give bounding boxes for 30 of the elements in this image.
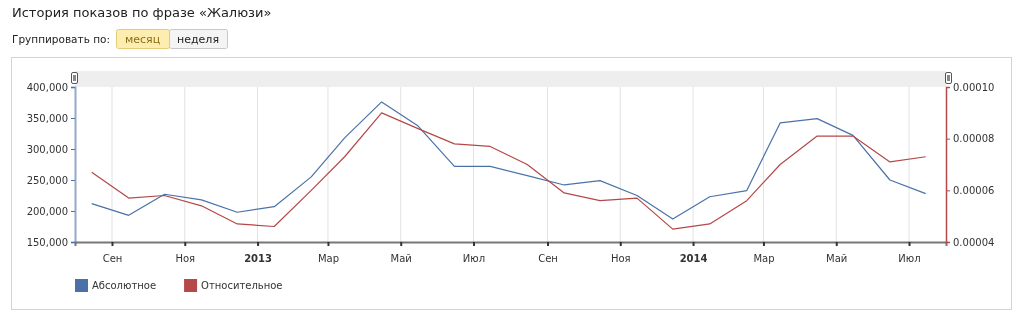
x-tick-label: 2013 — [244, 253, 272, 264]
y-tick-label: 300,000 — [26, 143, 68, 155]
y2-tick-label: 0.00010 — [953, 81, 995, 93]
x-tick-label: Июл — [462, 253, 486, 264]
line-series — [91, 112, 927, 230]
x-tick-label: Июл — [898, 253, 921, 264]
y2-tick-label: 0.00004 — [953, 236, 995, 248]
x-tick-label: Сен — [102, 253, 123, 264]
y-tick-label: 200,000 — [26, 205, 68, 217]
line-series — [91, 101, 927, 220]
text: Группировать по: — [12, 33, 111, 45]
x-tick-label: Ноя — [610, 253, 631, 264]
toggle-button-active: месяц — [116, 29, 171, 49]
x-tick-label: Май — [826, 253, 848, 264]
y2-tick-label: 0.00006 — [953, 185, 995, 197]
y-tick-label: 250,000 — [26, 174, 68, 186]
x-tick-label: Май — [390, 253, 412, 264]
x-tick-label: 2014 — [679, 253, 708, 264]
y-tick-label: 150,000 — [26, 236, 68, 248]
x-tick-label: Ноя — [175, 253, 196, 264]
y-tick-label: 400,000 — [26, 81, 68, 93]
chart-title: История показов по фразе «Жалюзи» — [12, 5, 272, 20]
y2-tick-label: 0.00008 — [953, 133, 995, 145]
toggle-button: неделя — [169, 29, 229, 49]
x-tick-label: Сен — [538, 253, 558, 264]
y-tick-label: 350,000 — [26, 112, 68, 124]
x-tick-label: Мар — [317, 253, 339, 264]
legend-label: Относительное — [201, 280, 283, 291]
x-tick-label: Мар — [753, 253, 775, 264]
legend-label: Абсолютное — [92, 280, 157, 291]
